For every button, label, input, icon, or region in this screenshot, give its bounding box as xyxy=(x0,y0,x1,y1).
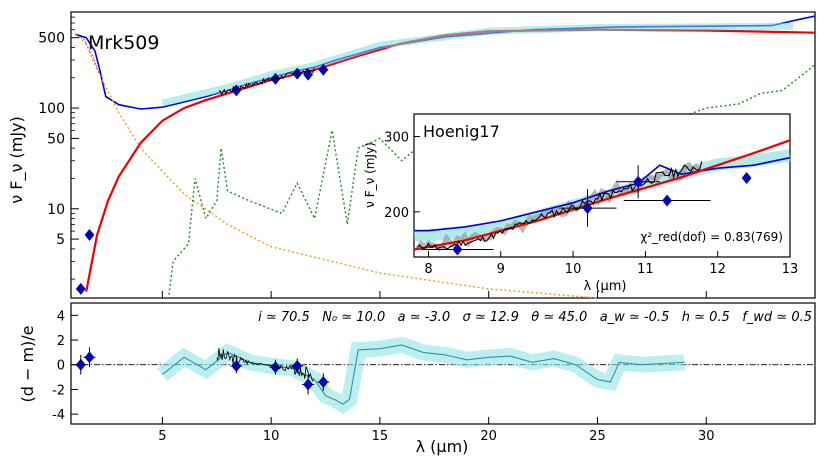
residual-x-tick-label: 20 xyxy=(480,429,497,444)
series-stellar-orange-dotted- xyxy=(74,33,598,299)
residual-x-tick-label: 5 xyxy=(158,429,166,444)
residual-photometry-point xyxy=(303,378,314,391)
inset-x-tick-label: 9 xyxy=(497,262,505,277)
residual-plot: -4 -2 0 2 4 5 10 15 20 25 30 xyxy=(52,309,815,444)
inset-x-tick-label: 10 xyxy=(565,262,582,277)
photometry-point xyxy=(84,228,95,241)
residual-photometry-point xyxy=(270,361,281,374)
fit-annotation: χ²_red(dof) = 0.83(769) xyxy=(640,230,783,244)
residual-x-tick-label: 10 xyxy=(263,429,280,444)
inset-series-clumpy-torus-red- xyxy=(413,139,791,251)
residual-photometry-point xyxy=(84,351,95,364)
series-data-uncertainty xyxy=(415,161,702,252)
residual-y-tick-label: 0 xyxy=(57,359,65,374)
photometry-point xyxy=(270,72,281,85)
main-plot: 5 10 50 100 500 xyxy=(38,15,816,299)
inset-ylabel: ν F_ν (mJy) xyxy=(363,142,377,208)
photometry-point xyxy=(318,63,329,76)
residual-photometry-point xyxy=(231,359,242,372)
inset-photometry-point xyxy=(741,171,752,184)
residual-xlabel: λ (μm) xyxy=(416,437,469,456)
residual-plot-frame xyxy=(70,302,816,425)
y-tick-label: 5 xyxy=(56,232,65,248)
y-tick-label: 50 xyxy=(47,131,65,147)
residual-x-tick-label: 25 xyxy=(589,429,606,444)
series-stellar-photometry xyxy=(75,33,100,74)
y-tick-label: 500 xyxy=(38,31,65,47)
residual-spectrum xyxy=(216,347,314,382)
inset-series-observed-spectrum-black- xyxy=(417,161,703,250)
residual-y-tick-label: -4 xyxy=(52,408,65,423)
photometry-point xyxy=(75,282,86,295)
main-ylabel: ν F_ν (mJy) xyxy=(7,116,27,204)
inset-photometry-point xyxy=(633,175,644,188)
inset-series-total-model-blue- xyxy=(414,156,791,232)
residual-photometry-point xyxy=(75,358,86,371)
parameter-label: i ≃ 70.5 N₀ ≃ 10.0 a ≃ -3.0 σ ≃ 12.9 θ ≃… xyxy=(258,310,812,325)
residual-ylabel: (d − m)/e xyxy=(18,325,37,402)
inset-xlabel: λ (μm) xyxy=(584,279,627,294)
inset-photometry-point xyxy=(662,194,672,207)
residual-y-tick-label: 2 xyxy=(57,334,65,349)
inset-photometry-point xyxy=(582,202,593,215)
inset-y-tick-label: 200 xyxy=(384,206,409,221)
residual-photometry-point xyxy=(318,376,329,388)
residual-x-tick-label: 15 xyxy=(372,429,389,444)
main-title: Mrk509 xyxy=(88,32,159,54)
series-observed-spectrum xyxy=(218,67,315,96)
y-tick-label: 10 xyxy=(47,202,65,218)
residual-y-tick-label: -2 xyxy=(52,383,65,398)
series-gas-emission-green-dotted- xyxy=(168,64,816,295)
inset-x-tick-label: 11 xyxy=(637,262,654,277)
inset-x-tick-label: 12 xyxy=(709,262,726,277)
residual-y-tick-label: 4 xyxy=(57,309,65,324)
inset-x-tick-label: 13 xyxy=(782,262,799,277)
main-plot-frame xyxy=(70,11,816,299)
inset-x-tick-label: 8 xyxy=(424,262,432,277)
residual-x-tick-label: 30 xyxy=(698,429,715,444)
residual-envelope xyxy=(157,336,685,414)
inset-plot: 8 9 10 11 12 13 200 300 xyxy=(384,131,798,277)
y-tick-label: 100 xyxy=(38,101,65,117)
inset-photometry-point xyxy=(452,243,463,256)
inset-title: Hoenig17 xyxy=(423,122,500,141)
inset-y-tick-label: 300 xyxy=(384,131,409,146)
series-model-envelope-cyan- xyxy=(161,22,794,107)
